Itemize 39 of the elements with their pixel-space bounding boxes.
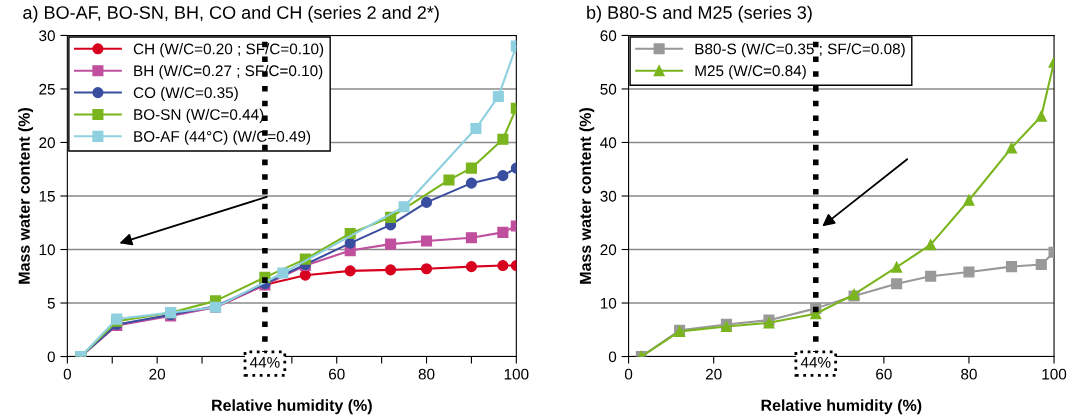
y-tick-label: 10 xyxy=(39,244,55,256)
ref-line-label: 44% xyxy=(249,357,280,368)
y-axis-title: Mass water content (%) xyxy=(579,108,595,284)
y-tick-label: 25 xyxy=(39,83,55,95)
x-tick-label: 80 xyxy=(418,368,435,380)
x-tick-label: 0 xyxy=(624,368,633,380)
chart-title: a) BO-AF, BO-SN, BH, CO and CH (series 2 and 2*) xyxy=(23,5,439,23)
x-axis-title: Relative humidity (%) xyxy=(761,399,922,415)
y-tick-label: 60 xyxy=(600,30,617,42)
y-tick-label: 0 xyxy=(47,351,55,363)
y-axis-title: Mass water content (%) xyxy=(18,108,33,284)
y-tick-label: 30 xyxy=(600,190,617,202)
x-tick-label: 20 xyxy=(705,368,722,380)
x-tick-label: 0 xyxy=(63,368,71,380)
ref-line-label: 44% xyxy=(800,357,831,368)
x-tick-label: 100 xyxy=(504,368,529,380)
legend-label: BO-AF (44°C) (W/C=0.49) xyxy=(134,130,311,145)
chart-title: b) B80-S and M25 (series 3) xyxy=(587,5,812,23)
y-tick-label: 20 xyxy=(39,137,55,149)
y-tick-label: 10 xyxy=(600,297,617,309)
legend-label: B80-S (W/C=0.35 ; SF/C=0.08) xyxy=(695,43,905,58)
legend-label: CH (W/C=0.20 ; SF/C=0.10) xyxy=(133,43,324,58)
y-tick-label: 20 xyxy=(600,244,617,256)
legend-label: CO (W/C=0.35) xyxy=(133,86,238,102)
x-tick-label: 20 xyxy=(149,368,166,380)
y-tick-label: 30 xyxy=(39,30,55,42)
y-tick-label: 40 xyxy=(600,137,617,149)
x-axis-title: Relative humidity (%) xyxy=(212,399,372,415)
y-tick-label: 15 xyxy=(39,191,55,202)
y-tick-label: 0 xyxy=(608,351,617,363)
x-tick-label: 100 xyxy=(1042,368,1067,380)
legend-label: M25 (W/C=0.84) xyxy=(695,64,806,80)
legend-label: BO-SN (W/C=0.44) xyxy=(134,108,264,123)
x-tick-label: 60 xyxy=(876,368,892,380)
y-tick-label: 50 xyxy=(600,83,617,95)
x-tick-label: 60 xyxy=(329,368,345,380)
y-tick-label: 5 xyxy=(47,298,55,309)
x-tick-label: 80 xyxy=(961,368,977,380)
legend-label: BH (W/C=0.27 ; SF/C=0.10) xyxy=(134,64,323,80)
